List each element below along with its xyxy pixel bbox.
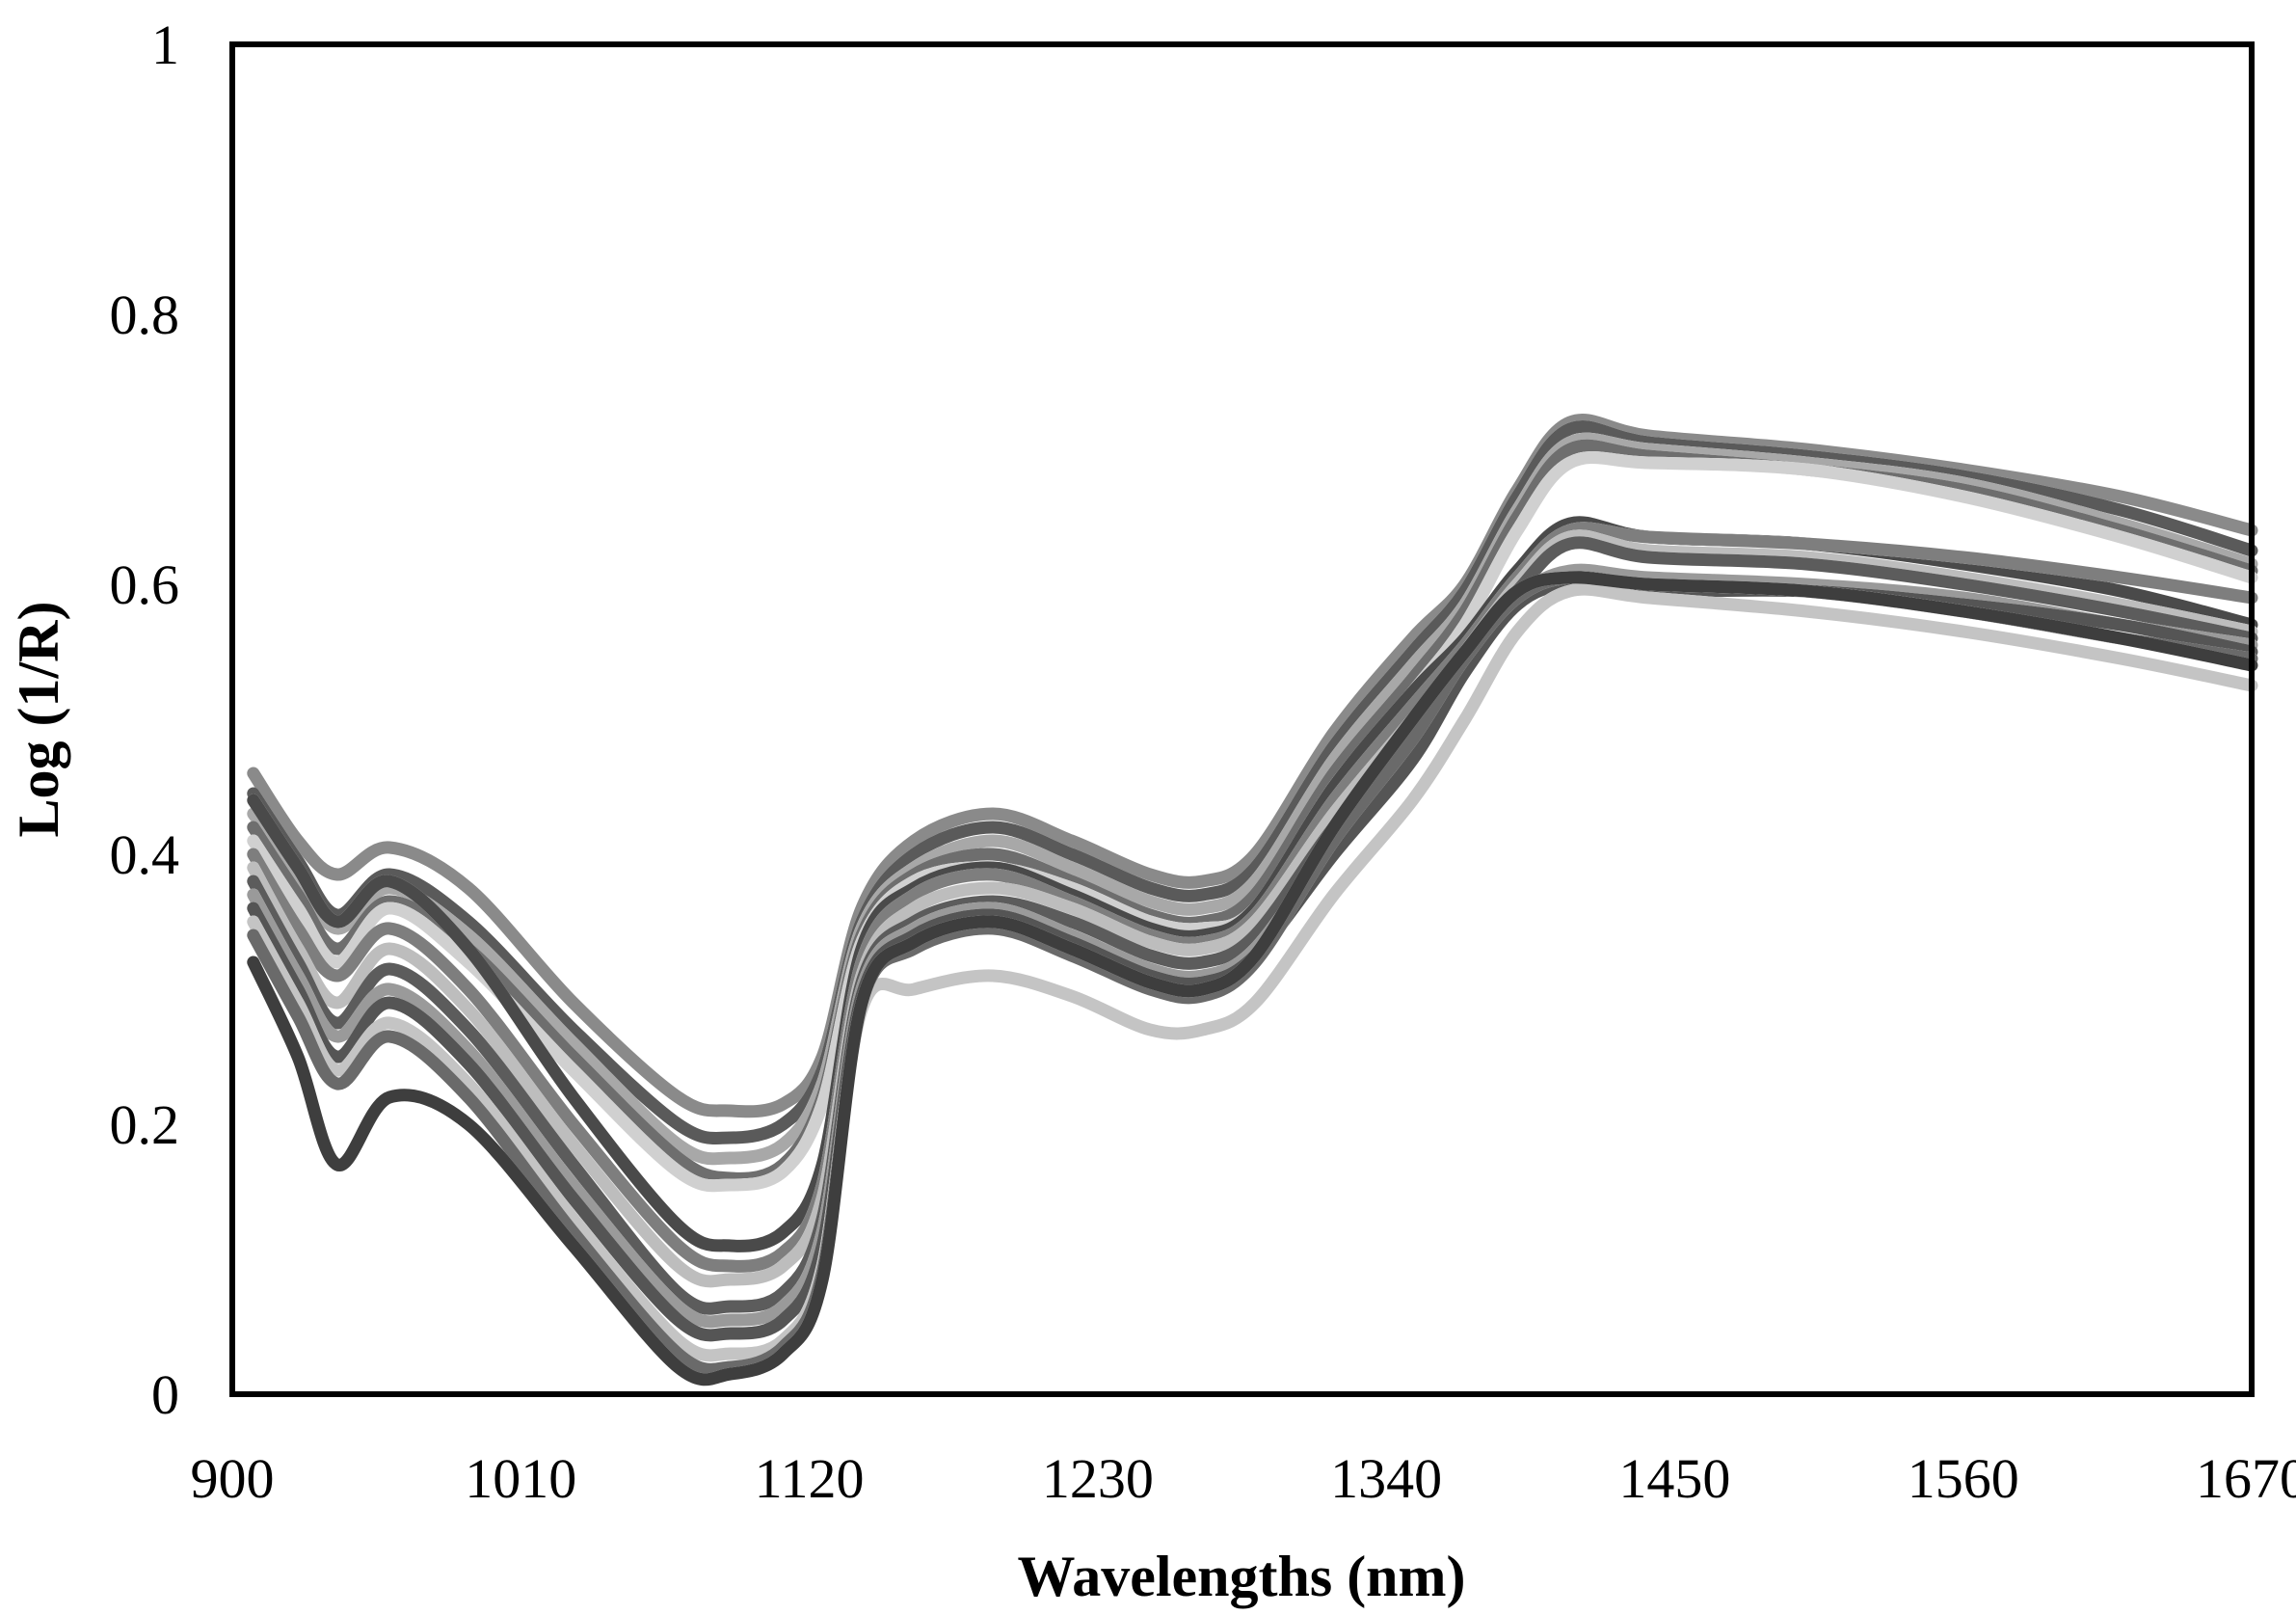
series-line-3 xyxy=(247,432,2258,1166)
series-line-7 xyxy=(247,522,2258,1273)
x-tick-label: 1450 xyxy=(1618,1447,1730,1510)
y-tick-label: 0.2 xyxy=(110,1093,180,1156)
y-tick-label: 0 xyxy=(151,1363,179,1426)
x-tick-label: 1670 xyxy=(2196,1447,2296,1510)
y-tick-labels: 0 0.2 0.4 0.6 0.8 1 xyxy=(110,13,180,1426)
x-tick-label: 1120 xyxy=(755,1447,865,1510)
plot-frame xyxy=(229,41,2255,1397)
x-axis-title: Wavelengths (nm) xyxy=(1018,1545,1466,1608)
series-line-9 xyxy=(247,536,2258,1315)
x-tick-label: 1340 xyxy=(1330,1447,1442,1510)
series-line-12 xyxy=(247,582,2258,1362)
series-line-10 xyxy=(247,563,2258,1329)
y-axis-title: Log (1/R) xyxy=(7,602,70,838)
x-tick-label: 1010 xyxy=(465,1447,576,1510)
x-tick-labels: 900 1010 1120 1230 1340 1450 1560 1670 xyxy=(191,1447,2296,1510)
y-tick-label: 0.8 xyxy=(110,283,180,346)
series-line-8 xyxy=(247,529,2258,1288)
x-tick-label: 1230 xyxy=(1042,1447,1154,1510)
x-tick-label: 1560 xyxy=(1908,1447,2019,1510)
y-tick-label: 1 xyxy=(151,13,179,76)
y-tick-label: 0.4 xyxy=(110,823,180,886)
series-layer xyxy=(247,413,2258,1386)
y-tick-label: 0.6 xyxy=(110,553,180,616)
x-tick-label: 900 xyxy=(191,1447,275,1510)
series-line-1 xyxy=(247,413,2258,1118)
series-line-14 xyxy=(247,571,2258,1386)
